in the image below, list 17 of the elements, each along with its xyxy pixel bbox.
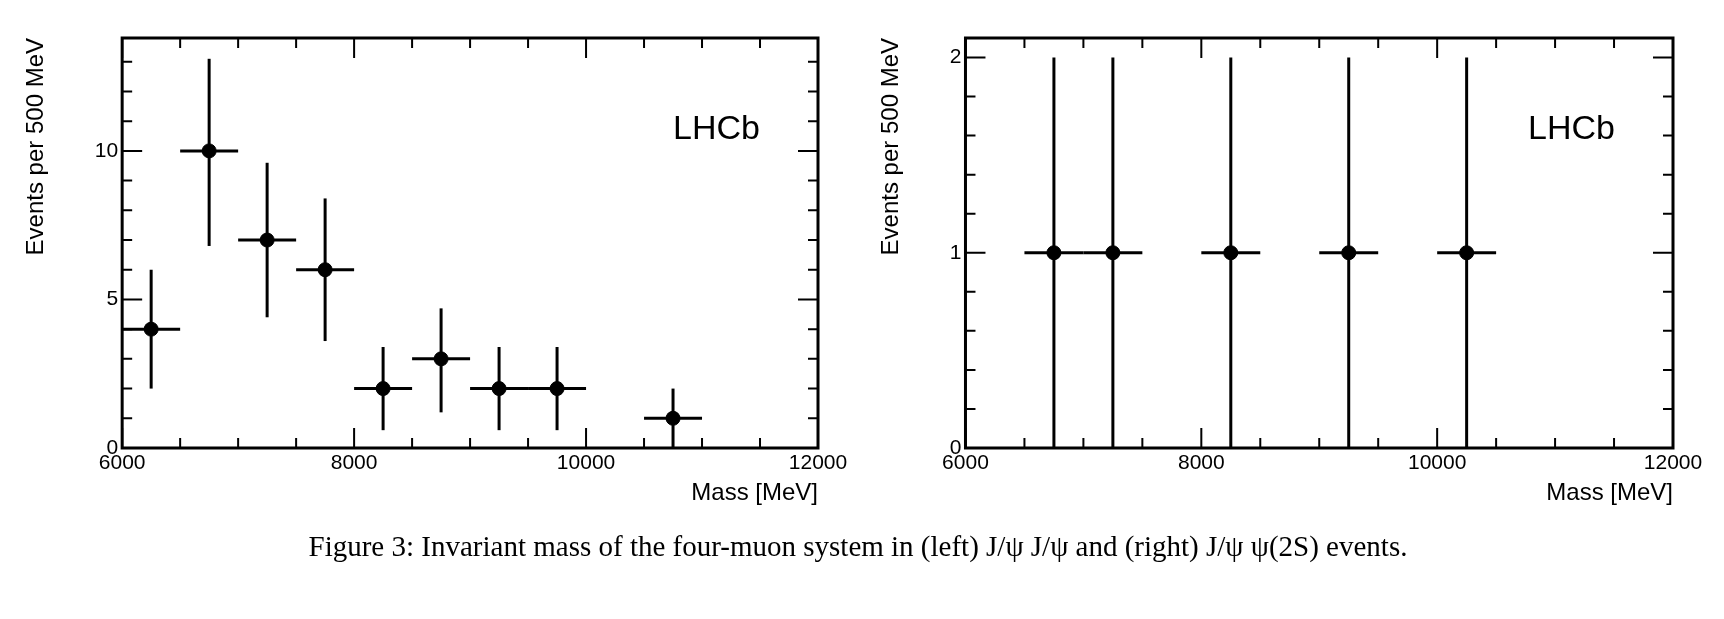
x-axis-title: Mass [MeV] xyxy=(691,478,818,506)
y-tick-label: 1 xyxy=(949,239,962,263)
x-tick-label: 12000 xyxy=(788,450,848,474)
annotation: LHCb xyxy=(673,108,760,147)
caption: Figure 3: Invariant mass of the four-muon system in (left) J/ψ J/ψ and (right) J/ψ ψ(2S) events. xyxy=(307,530,1409,563)
x-tick-label: 10000 xyxy=(1407,450,1467,474)
annotation: LHCb xyxy=(1528,108,1615,147)
y-axis-title: Events per 500 MeV xyxy=(876,38,904,256)
y-tick-label: 10 xyxy=(94,137,119,161)
y-tick-label: 2 xyxy=(949,44,962,68)
x-tick-label: 8000 xyxy=(1177,450,1225,474)
x-tick-label: 8000 xyxy=(330,450,378,474)
x-tick-label: 12000 xyxy=(1643,450,1703,474)
y-tick-label: 5 xyxy=(106,286,119,310)
x-axis-title: Mass [MeV] xyxy=(1546,478,1673,506)
y-axis-title: Events per 500 MeV xyxy=(21,38,49,256)
x-tick-label: 10000 xyxy=(556,450,616,474)
